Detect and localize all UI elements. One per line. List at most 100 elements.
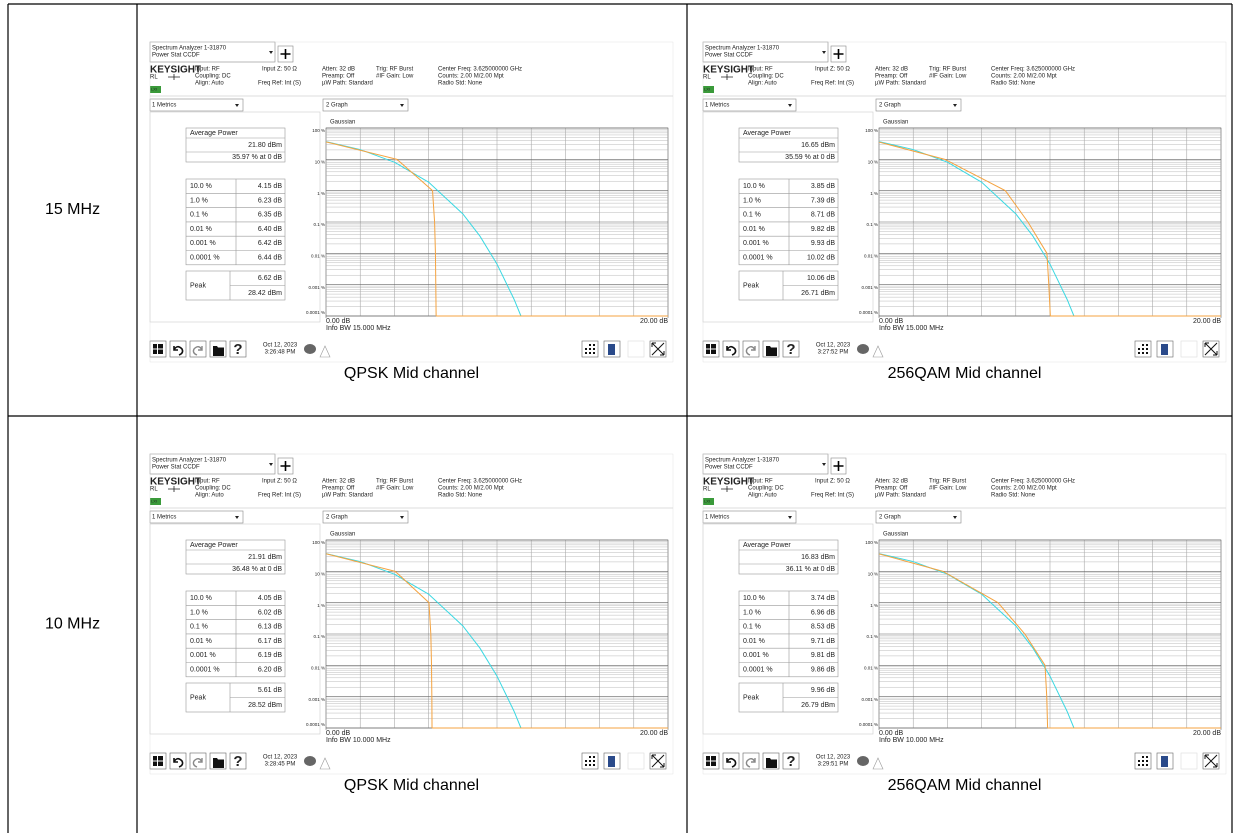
y-tick-label: 10 % <box>315 572 325 577</box>
y-tick-label: 0.1 % <box>313 634 325 639</box>
metrics-tab-label: 1 Metrics <box>705 103 729 109</box>
y-tick-label: 0.001 % <box>308 285 325 290</box>
align: Align: Auto <box>195 493 224 499</box>
input: Input: RF <box>748 479 773 485</box>
date: Oct 12, 2023 <box>816 343 851 349</box>
peak-dbm: 28.42 dBm <box>248 290 282 297</box>
graph-tab-label: 2 Graph <box>879 103 901 109</box>
trig: Trig: RF Burst <box>376 67 413 73</box>
folder-icon <box>213 346 224 356</box>
atten: Atten: 32 dB <box>322 67 355 73</box>
x-tick-label: 20.00 dB <box>1193 730 1221 737</box>
uw-path: µW Path: Standard <box>322 81 373 87</box>
coupling: Coupling: DC <box>748 486 784 492</box>
time: 3:27:52 PM <box>818 350 849 356</box>
y-tick-label: 100 % <box>312 540 325 545</box>
redo-button <box>743 341 759 357</box>
split-button <box>1181 753 1197 769</box>
pct-label: 10.0 % <box>743 595 765 602</box>
message-icon <box>857 344 869 354</box>
caption: QPSK Mid channel <box>344 777 479 794</box>
peak-dbm: 26.79 dBm <box>801 702 835 709</box>
undo-button <box>170 753 186 769</box>
date: Oct 12, 2023 <box>263 755 298 761</box>
pct-label: 1.0 % <box>743 197 761 204</box>
window-title: Spectrum Analyzer 1-31870 <box>152 46 227 52</box>
pct-db: 4.15 dB <box>258 183 282 190</box>
atten: Atten: 32 dB <box>322 479 355 485</box>
help-icon: ? <box>233 753 242 770</box>
y-tick-label: 10 % <box>868 160 878 165</box>
y-tick-label: 0.0001 % <box>306 310 325 315</box>
peak-label: Peak <box>743 694 759 701</box>
input-z: Input Z: 50 Ω <box>262 479 297 485</box>
undo-button <box>723 753 739 769</box>
freq-ref: Freq Ref: Int (S) <box>811 493 854 499</box>
legend: Gaussian <box>330 120 355 126</box>
pct-label: 1.0 % <box>743 609 761 616</box>
date: Oct 12, 2023 <box>816 755 851 761</box>
pct-label: 0.1 % <box>743 624 761 631</box>
peak-dbm: 26.71 dBm <box>801 290 835 297</box>
pct-db: 6.44 dB <box>258 254 282 261</box>
graph-tab-label: 2 Graph <box>879 515 901 521</box>
split-button <box>628 341 644 357</box>
x-tick-label: 0.00 dB <box>879 318 903 325</box>
windows-button <box>703 341 719 357</box>
y-tick-label: 100 % <box>865 540 878 545</box>
x-tick-label: 20.00 dB <box>640 318 668 325</box>
y-tick-label: 0.0001 % <box>859 310 878 315</box>
avg-dbm: 21.91 dBm <box>248 554 282 561</box>
redo-button <box>743 753 759 769</box>
metrics-tab-label: 1 Metrics <box>152 515 176 521</box>
peak-db: 9.96 dB <box>811 687 835 694</box>
legend: Gaussian <box>883 120 908 126</box>
avg-label: Average Power <box>190 130 238 137</box>
date: Oct 12, 2023 <box>263 343 298 349</box>
uw-path: µW Path: Standard <box>875 493 926 499</box>
pct-label: 0.001 % <box>743 652 769 659</box>
radio-std: Radio Std: None <box>991 81 1036 87</box>
info-bw: Info BW 10.000 MHz <box>879 737 944 744</box>
pct-db: 6.96 dB <box>811 609 835 616</box>
pct-db: 9.82 dB <box>811 226 835 233</box>
info-bw: Info BW 15.000 MHz <box>326 325 391 332</box>
freq-ref: Freq Ref: Int (S) <box>258 493 301 499</box>
caption: 256QAM Mid channel <box>888 365 1042 382</box>
trig: Trig: RF Burst <box>929 67 966 73</box>
pct-db: 6.19 dB <box>258 652 282 659</box>
pct-label: 0.1 % <box>190 624 208 631</box>
split-button <box>628 753 644 769</box>
metrics-tab-label: 1 Metrics <box>152 103 176 109</box>
pct-db: 6.20 dB <box>258 666 282 673</box>
pct-label: 0.001 % <box>190 652 216 659</box>
legend: Gaussian <box>330 532 355 538</box>
y-tick-label: 10 % <box>868 572 878 577</box>
peak-label: Peak <box>190 694 206 701</box>
x-tick-label: 0.00 dB <box>879 730 903 737</box>
avg-dbm: 16.83 dBm <box>801 554 835 561</box>
ref-level: RL <box>150 487 158 493</box>
input-z: Input Z: 50 Ω <box>262 67 297 73</box>
align: Align: Auto <box>748 81 777 87</box>
y-tick-label: 0.001 % <box>308 697 325 702</box>
at-0db: 36.48 % at 0 dB <box>232 566 282 573</box>
uw-path: µW Path: Standard <box>322 493 373 499</box>
counts: Counts: 2.00 M/2.00 Mpt <box>438 486 504 492</box>
pct-label: 10.0 % <box>190 595 212 602</box>
pct-db: 8.71 dB <box>811 212 835 219</box>
pct-label: 0.0001 % <box>190 254 220 261</box>
at-0db: 35.97 % at 0 dB <box>232 154 282 161</box>
align: Align: Auto <box>748 493 777 499</box>
pct-label: 0.01 % <box>743 226 765 233</box>
counts: Counts: 2.00 M/2.00 Mpt <box>991 74 1057 80</box>
lxi-label: LXI <box>704 87 710 92</box>
info-bw: Info BW 15.000 MHz <box>879 325 944 332</box>
x-tick-label: 0.00 dB <box>326 730 350 737</box>
pct-db: 9.86 dB <box>811 666 835 673</box>
preamp: Preamp: Off <box>322 74 355 80</box>
caption: QPSK Mid channel <box>344 365 479 382</box>
peak-db: 10.06 dB <box>807 275 835 282</box>
ref-level: RL <box>703 487 711 493</box>
pct-db: 7.39 dB <box>811 197 835 204</box>
